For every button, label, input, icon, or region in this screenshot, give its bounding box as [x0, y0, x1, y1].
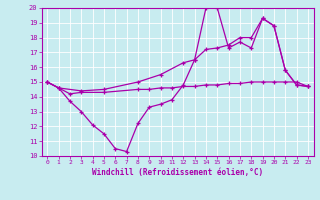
X-axis label: Windchill (Refroidissement éolien,°C): Windchill (Refroidissement éolien,°C): [92, 168, 263, 177]
